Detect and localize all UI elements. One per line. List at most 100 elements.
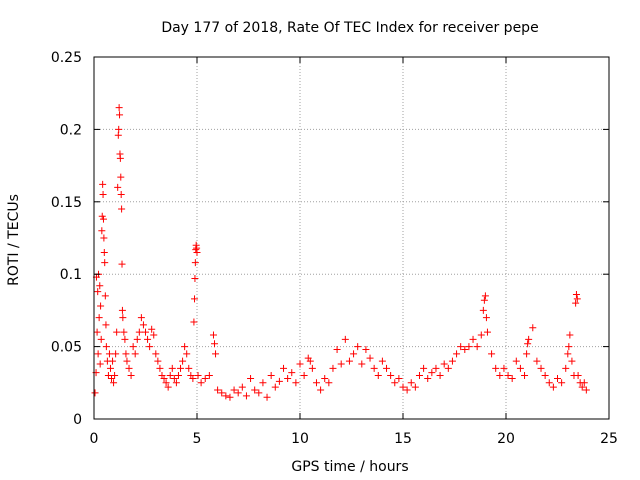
data-point [123, 357, 131, 365]
data-point [97, 335, 105, 343]
data-point [259, 379, 267, 387]
data-point [523, 350, 531, 358]
data-point [407, 379, 415, 387]
data-point [91, 389, 99, 397]
x-tick-label: 20 [497, 431, 515, 447]
y-tick-label: 0.2 [60, 122, 82, 138]
data-point [101, 259, 109, 267]
data-point [469, 335, 477, 343]
data-point [395, 374, 403, 382]
data-point [189, 374, 197, 382]
data-point [114, 183, 122, 191]
data-point [102, 343, 110, 351]
data-point [562, 364, 570, 372]
data-point [572, 299, 580, 307]
data-point [480, 296, 488, 304]
y-tick-label: 0.15 [51, 195, 82, 211]
data-point [113, 328, 121, 336]
data-point [137, 314, 145, 322]
data-point [102, 321, 110, 329]
data-point [164, 383, 172, 391]
data-point [211, 340, 219, 348]
data-point [110, 379, 118, 387]
data-point [152, 350, 160, 358]
data-point [96, 360, 104, 368]
data-point [139, 321, 147, 329]
data-point [306, 357, 314, 365]
data-point [108, 374, 116, 382]
data-point [572, 290, 580, 298]
data-point [166, 372, 174, 380]
data-point [98, 212, 106, 220]
data-point [378, 357, 386, 365]
x-tick-label: 15 [394, 431, 412, 447]
data-point [150, 331, 158, 339]
data-point [93, 328, 101, 336]
data-point [549, 383, 557, 391]
data-point [181, 343, 189, 351]
data-point [461, 345, 469, 353]
data-point [125, 364, 133, 372]
data-point [554, 374, 561, 382]
data-point [193, 248, 201, 256]
data-point [420, 364, 428, 372]
data-point [582, 386, 590, 394]
data-point [481, 292, 489, 300]
data-point [524, 340, 532, 348]
data-point [247, 374, 255, 382]
plot-frame [93, 56, 610, 420]
data-point [251, 386, 259, 394]
data-point [112, 350, 120, 358]
data-point [292, 379, 300, 387]
axis-ticks: 0 5 10 15 20 25 0 0.05 0.1 0.15 0.2 0.25 [51, 50, 618, 447]
y-tick-label: 0.1 [60, 267, 82, 283]
data-point [533, 357, 541, 365]
data-point [118, 260, 126, 268]
grid [94, 57, 609, 419]
data-point [483, 328, 491, 336]
data-point [101, 292, 109, 300]
data-point [440, 360, 448, 368]
data-point [156, 364, 164, 372]
data-point [391, 379, 399, 387]
data-point [99, 215, 107, 223]
data-point [109, 357, 117, 365]
data-point [234, 389, 242, 397]
data-point [160, 374, 168, 382]
data-point [545, 379, 553, 387]
data-point [415, 372, 423, 380]
x-tick-label: 0 [90, 431, 99, 447]
data-point [191, 295, 199, 303]
data-point [508, 374, 516, 382]
data-point [148, 325, 156, 333]
data-point [117, 191, 125, 199]
data-point [183, 350, 191, 358]
data-point [226, 393, 234, 401]
data-point [119, 314, 127, 322]
data-point [312, 379, 320, 387]
data-point [115, 104, 123, 112]
data-point [172, 379, 180, 387]
data-point [500, 364, 508, 372]
data-point [238, 383, 246, 391]
data-point [580, 379, 588, 387]
data-point [541, 372, 549, 380]
data-point [358, 360, 366, 368]
data-point [218, 389, 226, 397]
x-tick-label: 5 [193, 431, 202, 447]
data-point [453, 350, 461, 358]
data-point [537, 364, 545, 372]
data-point [374, 372, 382, 380]
data-point [529, 324, 537, 332]
y-tick-label: 0.25 [51, 50, 82, 66]
data-point [174, 372, 182, 380]
data-point [154, 357, 162, 365]
data-point [179, 357, 187, 365]
data-point [366, 354, 374, 362]
data-point [354, 343, 362, 351]
data-point [411, 383, 419, 391]
data-point [574, 372, 582, 380]
data-points [91, 104, 590, 401]
data-point [308, 364, 316, 372]
